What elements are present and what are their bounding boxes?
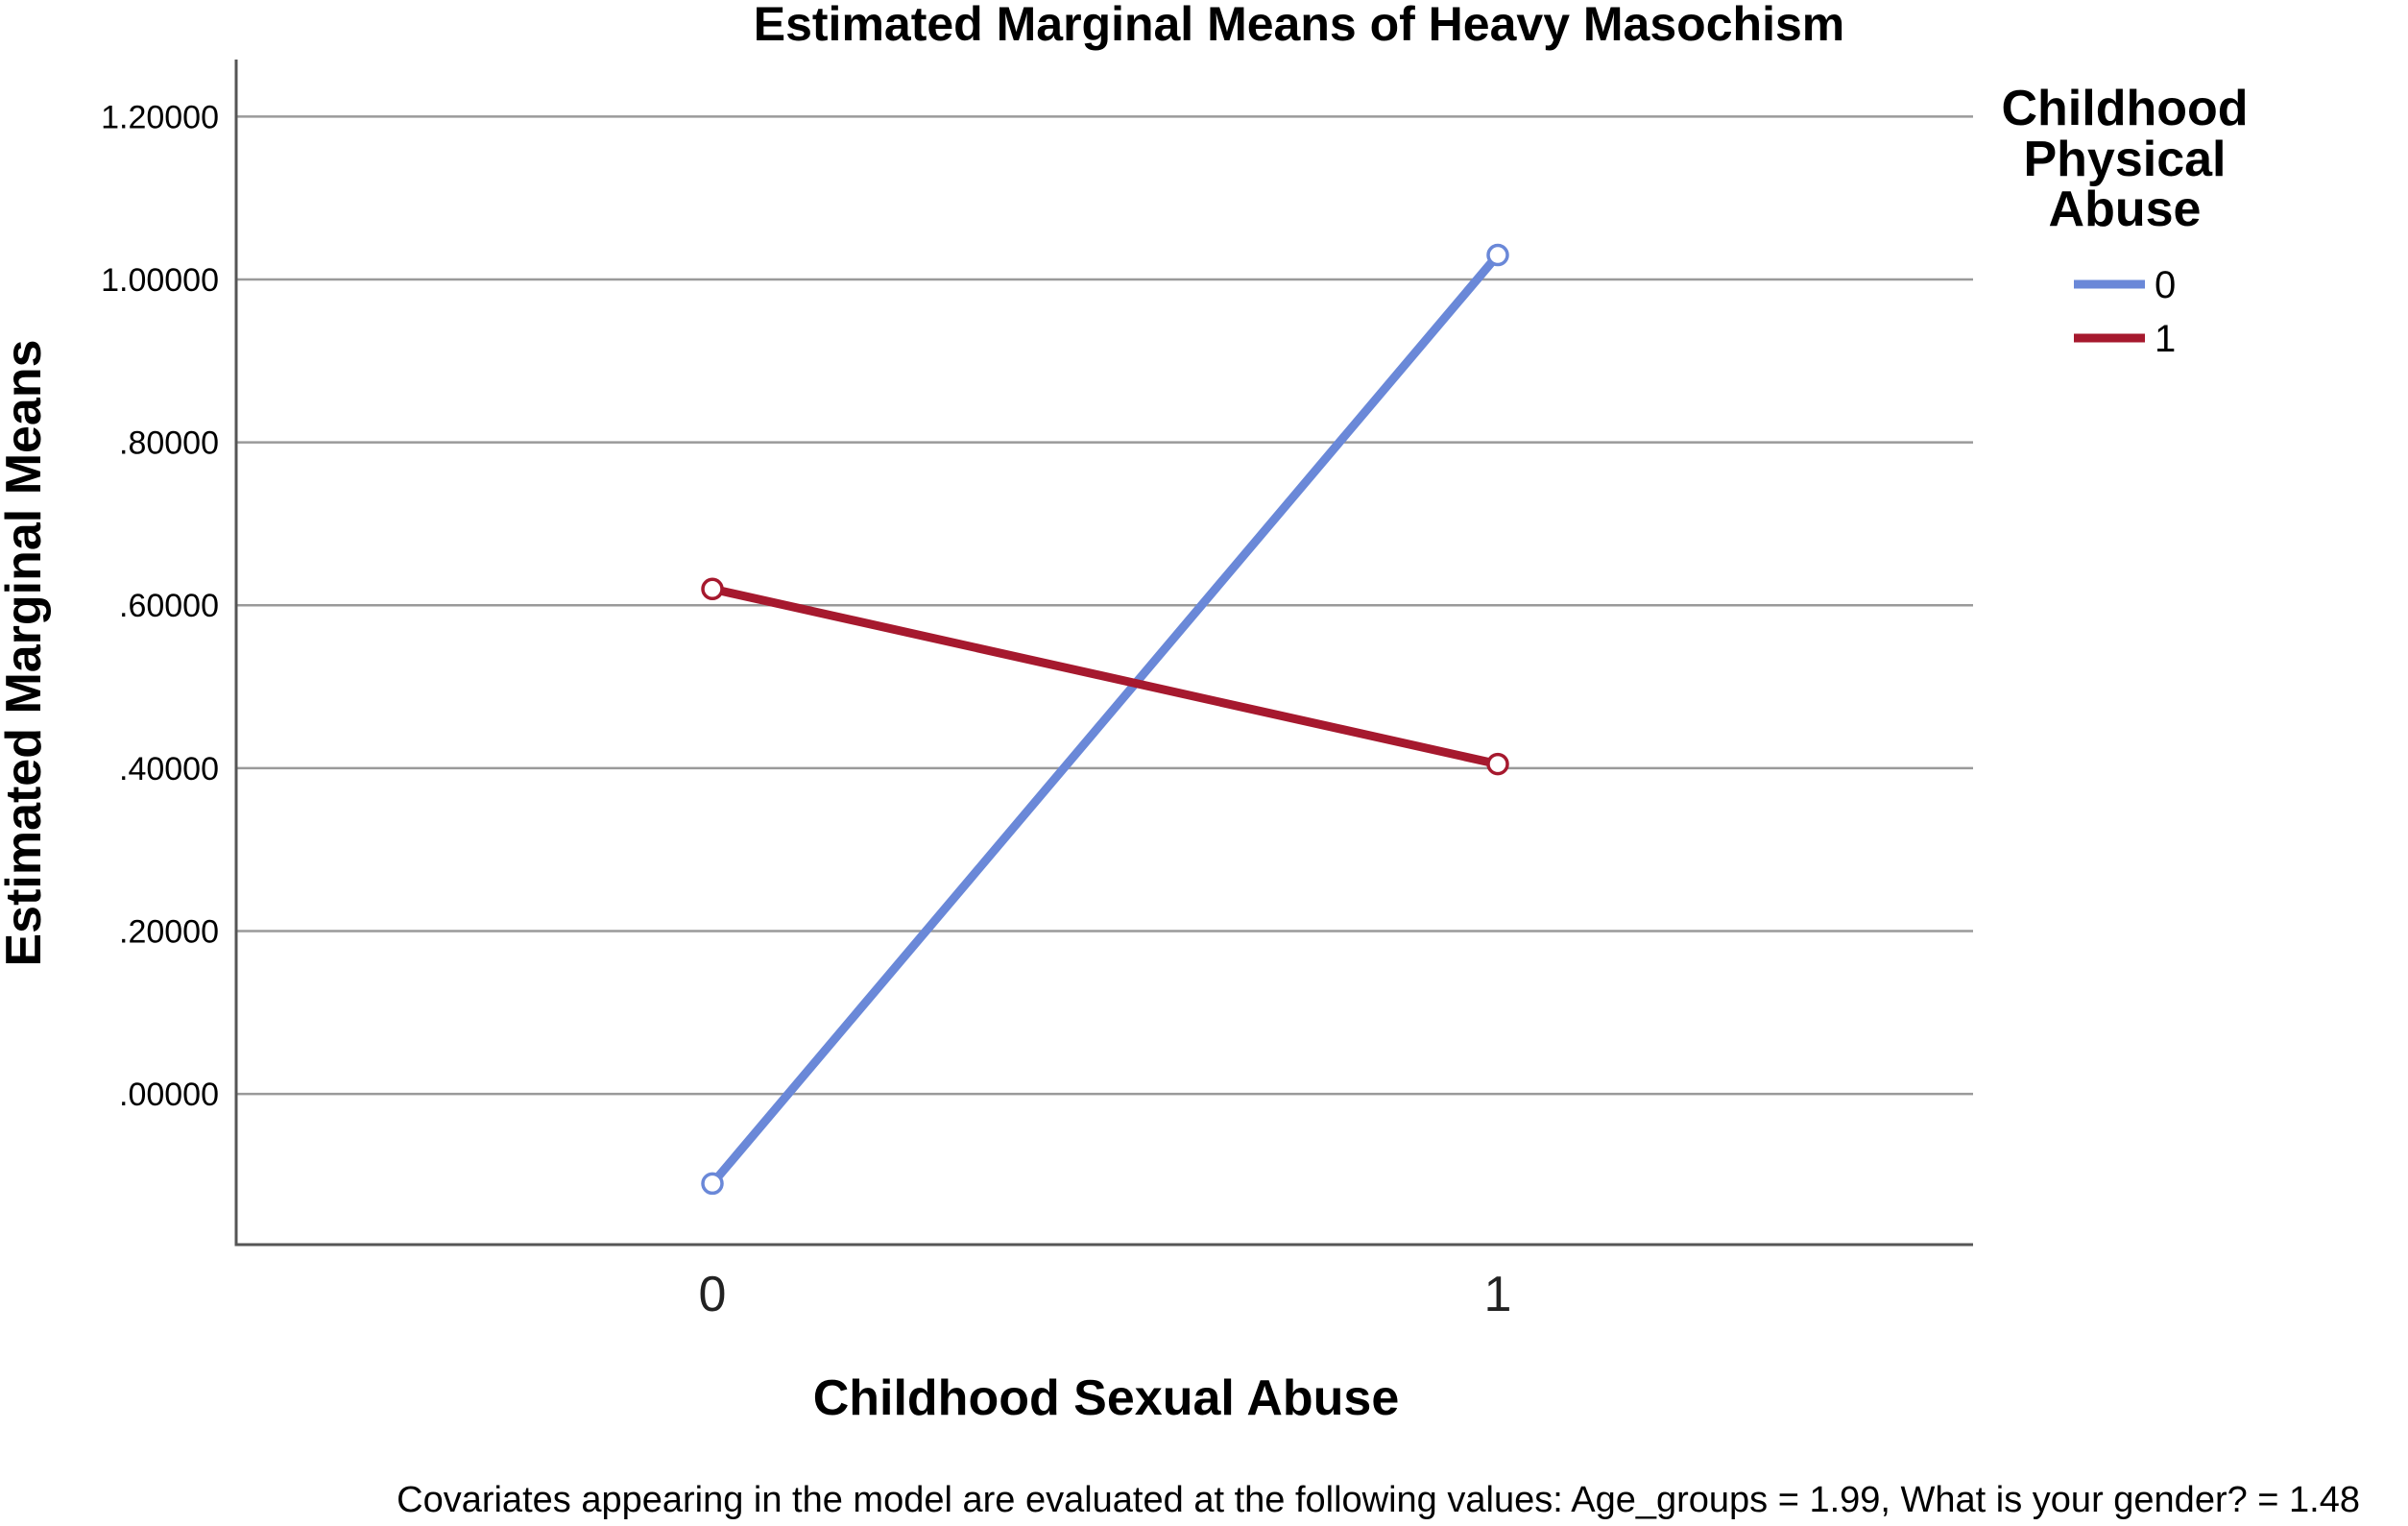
legend-label-1: 1	[2155, 318, 2176, 360]
series-line-0	[708, 251, 1503, 1188]
data-point	[701, 1172, 724, 1196]
y-tick-label: .80000	[119, 425, 219, 462]
gridlines	[236, 115, 1973, 1096]
data-point	[1486, 752, 1509, 776]
chart-title: Estimated Marginal Means of Heavy Masoch…	[754, 0, 1844, 51]
legend-items: 01	[2074, 264, 2176, 360]
y-tick-label: 1.20000	[101, 99, 219, 135]
data-point	[701, 577, 724, 601]
x-tick-label: 0	[699, 1267, 727, 1322]
y-tick-label: .00000	[119, 1077, 219, 1113]
y-tick-label: .40000	[119, 751, 219, 787]
x-axis-title: Childhood Sexual Abuse	[813, 1370, 1400, 1426]
legend-label-0: 0	[2155, 264, 2176, 306]
series-line-1	[708, 584, 1503, 769]
legend-title-line-3: Abuse	[2049, 182, 2202, 237]
data-point	[1486, 243, 1509, 267]
footnote: Covariates appearing in the model are ev…	[397, 1480, 2360, 1520]
legend-title-line-1: Childhood	[2001, 81, 2248, 136]
legend: Childhood Physical Abuse 01	[2001, 81, 2248, 360]
series-lines	[701, 243, 1509, 1196]
y-axis-title: Estimated Marginal Means	[0, 339, 52, 966]
axis-lines	[234, 60, 1973, 1247]
y-tick-label: .20000	[119, 913, 219, 950]
y-tick-label: 1.00000	[101, 262, 219, 299]
y-tick-label: .60000	[119, 588, 219, 624]
axes	[234, 60, 1973, 1247]
x-tick-label: 1	[1484, 1267, 1512, 1322]
legend-title-line-2: Physical	[2023, 132, 2226, 187]
y-tick-labels: .00000 .20000 .40000 .60000 .80000 1.00000 1.2…	[101, 99, 219, 1113]
